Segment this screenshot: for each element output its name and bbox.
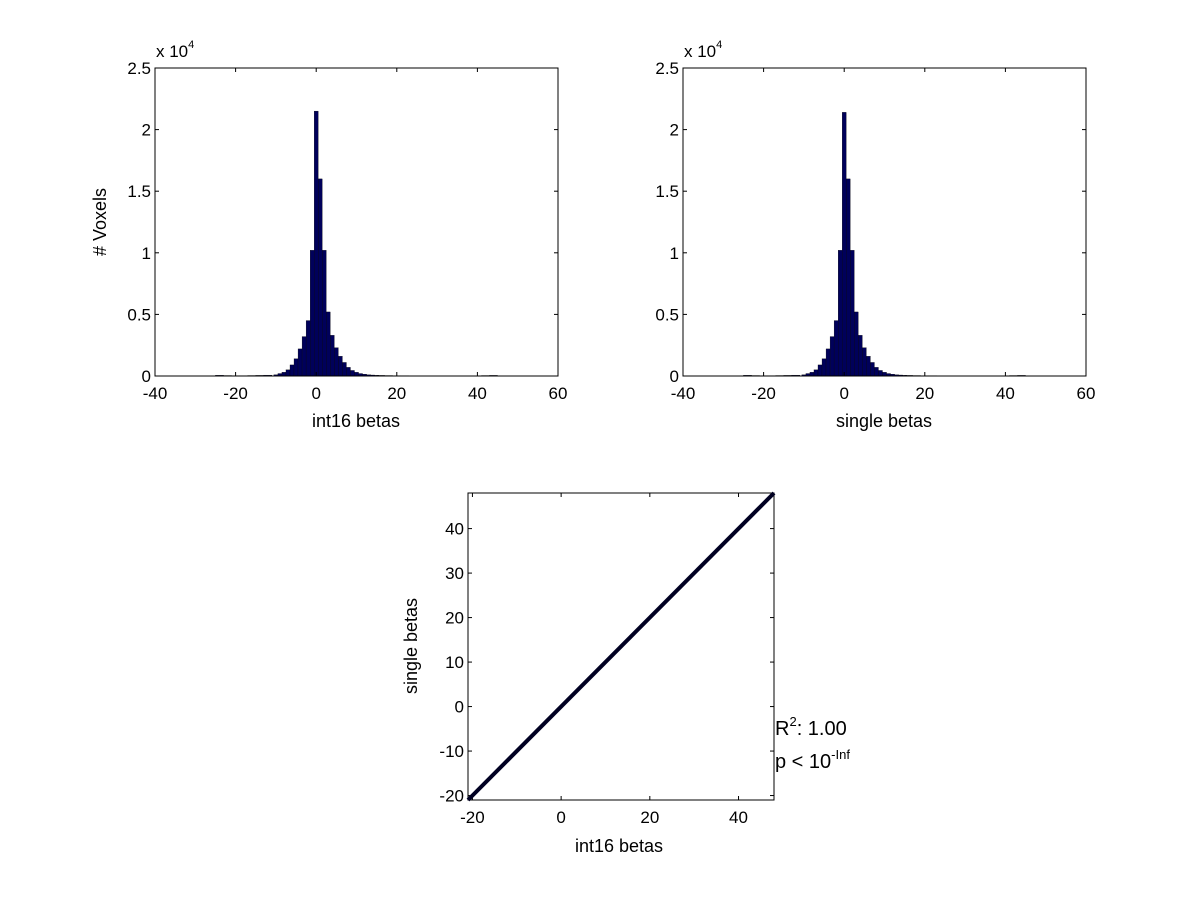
histogram-bar <box>870 362 875 377</box>
histogram-bar <box>825 348 831 377</box>
x-tick-label: 20 <box>915 384 934 403</box>
histogram-single-xlabel: single betas <box>836 411 932 431</box>
histogram-bar <box>817 364 823 377</box>
histogram-single-axes-box <box>682 67 1087 377</box>
histogram-bar <box>285 369 291 377</box>
x-tick-label: -20 <box>751 384 776 403</box>
y-tick-label: 2 <box>670 121 679 140</box>
y-tick-label: 10 <box>445 653 464 672</box>
y-tick-label: 1.5 <box>655 182 679 201</box>
scatter-xlabel: int16 betas <box>575 836 663 856</box>
histogram-int16-axes-box <box>154 67 559 377</box>
histogram-int16-ylabel: # Voxels <box>90 188 110 256</box>
histogram-bar <box>809 372 815 377</box>
histogram-bar <box>858 335 863 377</box>
histogram-bar <box>854 311 859 377</box>
histogram-int16-y-ticks: 0 0.5 1 1.5 2 2.5 <box>127 59 558 386</box>
scatter-axes-box <box>467 492 775 801</box>
histogram-bar <box>338 356 343 377</box>
histogram-bar <box>322 250 327 377</box>
histogram-single: -40 -20 0 20 40 60 0 0.5 1 1.5 2 2.5 x 104 single … <box>655 39 1095 431</box>
y-tick-label: 2 <box>142 121 151 140</box>
y-tick-label: 30 <box>445 564 464 583</box>
histogram-single-x-ticks: -40 -20 0 20 40 60 <box>671 68 1096 403</box>
histogram-bar <box>330 335 335 377</box>
histogram-bar <box>846 178 851 377</box>
scatter-identity-line <box>466 491 776 802</box>
histogram-bar <box>862 347 867 377</box>
histogram-bar <box>866 356 871 377</box>
y-tick-label: 2.5 <box>655 59 679 78</box>
histogram-bar <box>838 250 843 377</box>
histogram-bar <box>821 358 827 377</box>
x-tick-label: 0 <box>839 384 848 403</box>
x-tick-label: 60 <box>549 384 568 403</box>
y-tick-label: 1.5 <box>127 182 151 201</box>
scatter-r2-annotation: R2: 1.00 <box>775 714 847 740</box>
histogram-bar <box>314 110 319 377</box>
x-tick-label: 0 <box>311 384 320 403</box>
histogram-bar <box>318 178 323 377</box>
y-tick-label: 40 <box>445 520 464 539</box>
histogram-bar <box>334 347 339 377</box>
histogram-bar <box>833 320 839 377</box>
histogram-bar <box>354 372 359 377</box>
histogram-bar <box>874 367 879 377</box>
x-tick-label: -20 <box>460 808 485 827</box>
y-tick-label: 2.5 <box>127 59 151 78</box>
x-tick-label: 20 <box>640 808 659 827</box>
y-tick-label: -10 <box>439 742 464 761</box>
histogram-bar <box>297 348 303 377</box>
histogram-int16: -40 -20 0 20 40 60 0 0.5 1 1.5 2 2.5 x 104 int16 b… <box>90 39 567 431</box>
histogram-single-exponent: x 104 <box>684 39 722 61</box>
histogram-bar <box>310 250 315 377</box>
histogram-bar <box>878 370 883 377</box>
x-tick-label: -20 <box>223 384 248 403</box>
scatter-plot: -20 0 20 40 -20 -10 0 10 20 30 40 int16 betas sin… <box>401 491 850 856</box>
scatter-ylabel: single betas <box>401 598 421 694</box>
histogram-bar <box>289 364 295 377</box>
scatter-y-ticks: -20 -10 0 10 20 30 40 <box>439 520 774 806</box>
y-tick-label: -20 <box>439 787 464 806</box>
histogram-bar <box>326 311 331 377</box>
x-tick-label: 40 <box>729 808 748 827</box>
histogram-bar <box>850 250 855 377</box>
x-tick-label: 40 <box>468 384 487 403</box>
histogram-bar <box>301 336 307 377</box>
scatter-p-annotation: p < 10-Inf <box>775 747 850 773</box>
y-tick-label: 0 <box>142 367 151 386</box>
y-tick-label: 1 <box>670 244 679 263</box>
histogram-bar <box>829 336 835 377</box>
x-tick-label: 20 <box>387 384 406 403</box>
x-tick-label: 40 <box>996 384 1015 403</box>
histogram-int16-xlabel: int16 betas <box>312 411 400 431</box>
histogram-bar <box>813 369 819 377</box>
x-tick-label: 60 <box>1077 384 1096 403</box>
histogram-bar <box>350 370 355 377</box>
histogram-bar <box>882 372 887 377</box>
histogram-bar <box>305 320 311 377</box>
histogram-bar <box>342 362 347 377</box>
histogram-bar <box>346 367 351 377</box>
y-tick-label: 20 <box>445 609 464 628</box>
y-tick-label: 0.5 <box>127 305 151 324</box>
histogram-bar <box>281 372 287 377</box>
y-tick-label: 0 <box>670 367 679 386</box>
histogram-int16-x-ticks: -40 -20 0 20 40 60 <box>143 68 568 403</box>
x-tick-label: -40 <box>143 384 168 403</box>
y-tick-label: 0.5 <box>655 305 679 324</box>
histogram-bar <box>842 112 847 377</box>
histogram-int16-exponent: x 104 <box>156 39 194 61</box>
histogram-bar <box>293 358 299 377</box>
y-tick-label: 0 <box>455 698 464 717</box>
x-tick-label: 0 <box>556 808 565 827</box>
y-tick-label: 1 <box>142 244 151 263</box>
histogram-single-y-ticks: 0 0.5 1 1.5 2 2.5 <box>655 59 1086 386</box>
x-tick-label: -40 <box>671 384 696 403</box>
